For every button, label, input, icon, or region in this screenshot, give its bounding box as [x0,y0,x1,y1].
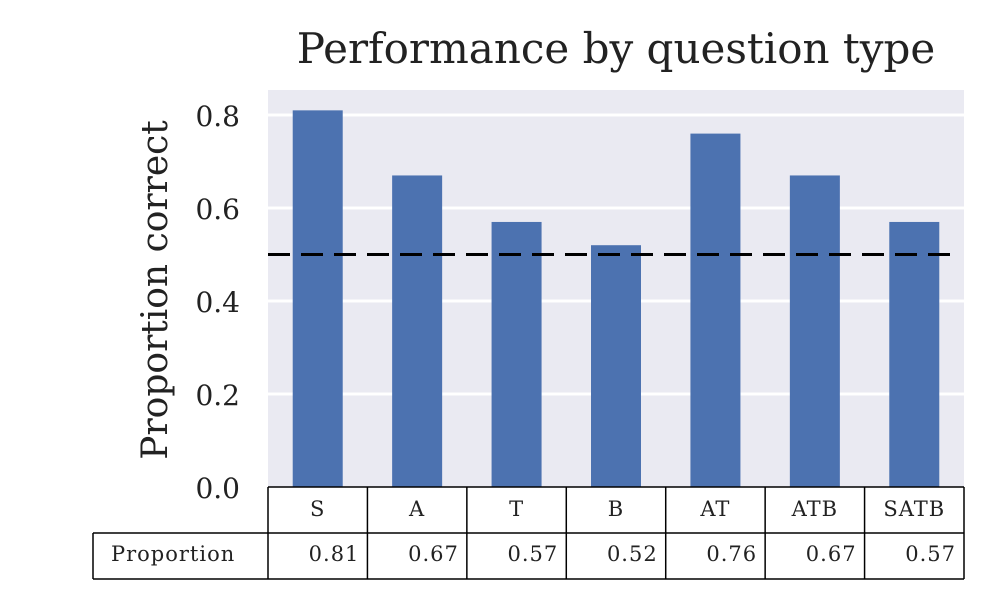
table-cell-value: 0.52 [607,542,658,566]
x-category-label: B [608,497,624,521]
table-cell-value: 0.67 [806,542,857,566]
bar-satb [889,221,940,487]
table-row-label: Proportion [111,542,235,566]
y-tick-label: 0.4 [195,286,240,319]
bar-t [491,221,542,487]
y-tick-label: 0.2 [195,379,240,412]
bar-s [292,110,343,487]
bars [292,110,940,487]
table-cell-value: 0.76 [706,542,757,566]
chart-title: Performance by question type [297,24,936,73]
table-cell-value: 0.67 [408,542,459,566]
bar-a [392,175,443,487]
x-category-label: S [310,497,325,521]
x-category-label: AT [699,497,730,521]
y-tick-label: 0.6 [195,193,240,226]
bar-b [591,245,641,487]
y-tick-label: 0.8 [195,100,240,133]
bar-atb [789,175,840,487]
x-category-label: SATB [883,497,945,521]
y-tick-labels: 0.0 0.2 0.4 0.6 0.8 [195,100,240,505]
table-cell-value: 0.57 [508,542,559,566]
x-category-label: A [408,497,425,521]
x-category-label: ATB [791,497,838,521]
y-tick-label: 0.0 [195,472,240,505]
table-cell-value: 0.57 [905,542,956,566]
table-cell-value: 0.81 [309,542,360,566]
bar-at [690,133,741,487]
y-axis-label: Proportion correct [135,120,176,460]
x-category-label: T [509,497,524,521]
